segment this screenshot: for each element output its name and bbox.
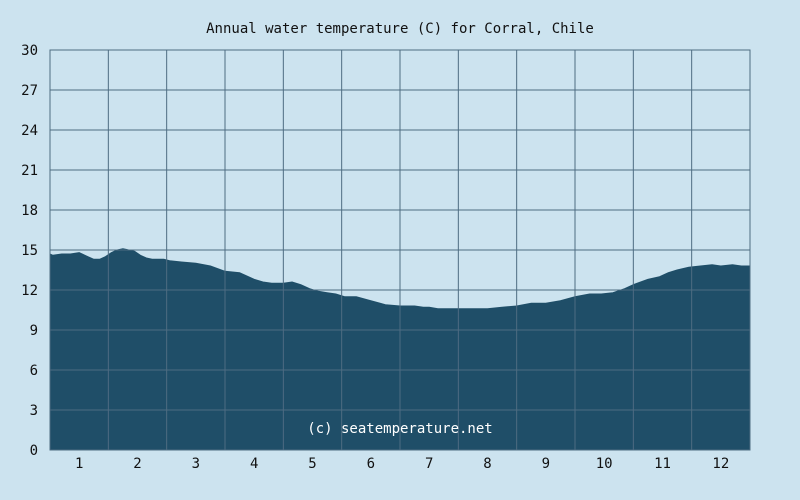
x-tick-label: 11 xyxy=(654,456,671,472)
x-axis: 1 2 3 4 5 6 7 8 9 10 11 12 xyxy=(75,456,729,472)
y-tick-label: 12 xyxy=(21,283,38,299)
y-tick-label: 9 xyxy=(30,323,38,339)
y-tick-label: 18 xyxy=(21,203,38,219)
x-tick-label: 9 xyxy=(542,456,550,472)
x-tick-label: 12 xyxy=(712,456,729,472)
x-tick-label: 7 xyxy=(425,456,433,472)
y-tick-label: 30 xyxy=(21,43,38,59)
y-tick-label: 24 xyxy=(21,123,38,139)
watermark-copyright: (c) seatemperature.net xyxy=(307,421,492,437)
plot-border xyxy=(49,49,751,451)
y-tick-label: 15 xyxy=(21,243,38,259)
x-tick-label: 6 xyxy=(367,456,375,472)
x-tick-label: 2 xyxy=(133,456,141,472)
x-tick-label: 8 xyxy=(483,456,491,472)
y-tick-label: 3 xyxy=(30,403,38,419)
y-axis: 0 3 6 9 12 15 18 21 24 27 30 xyxy=(21,43,38,459)
y-tick-label: 0 xyxy=(30,443,38,459)
x-tick-label: 3 xyxy=(192,456,200,472)
x-tick-label: 1 xyxy=(75,456,83,472)
y-tick-label: 21 xyxy=(21,163,38,179)
chart-title: Annual water temperature (C) for Corral,… xyxy=(206,21,594,37)
y-tick-label: 27 xyxy=(21,83,38,99)
x-tick-label: 5 xyxy=(308,456,316,472)
y-tick-label: 6 xyxy=(30,363,38,379)
plot-area xyxy=(49,49,751,451)
x-tick-label: 10 xyxy=(596,456,613,472)
grid-lines xyxy=(50,49,750,451)
x-tick-label: 4 xyxy=(250,456,258,472)
